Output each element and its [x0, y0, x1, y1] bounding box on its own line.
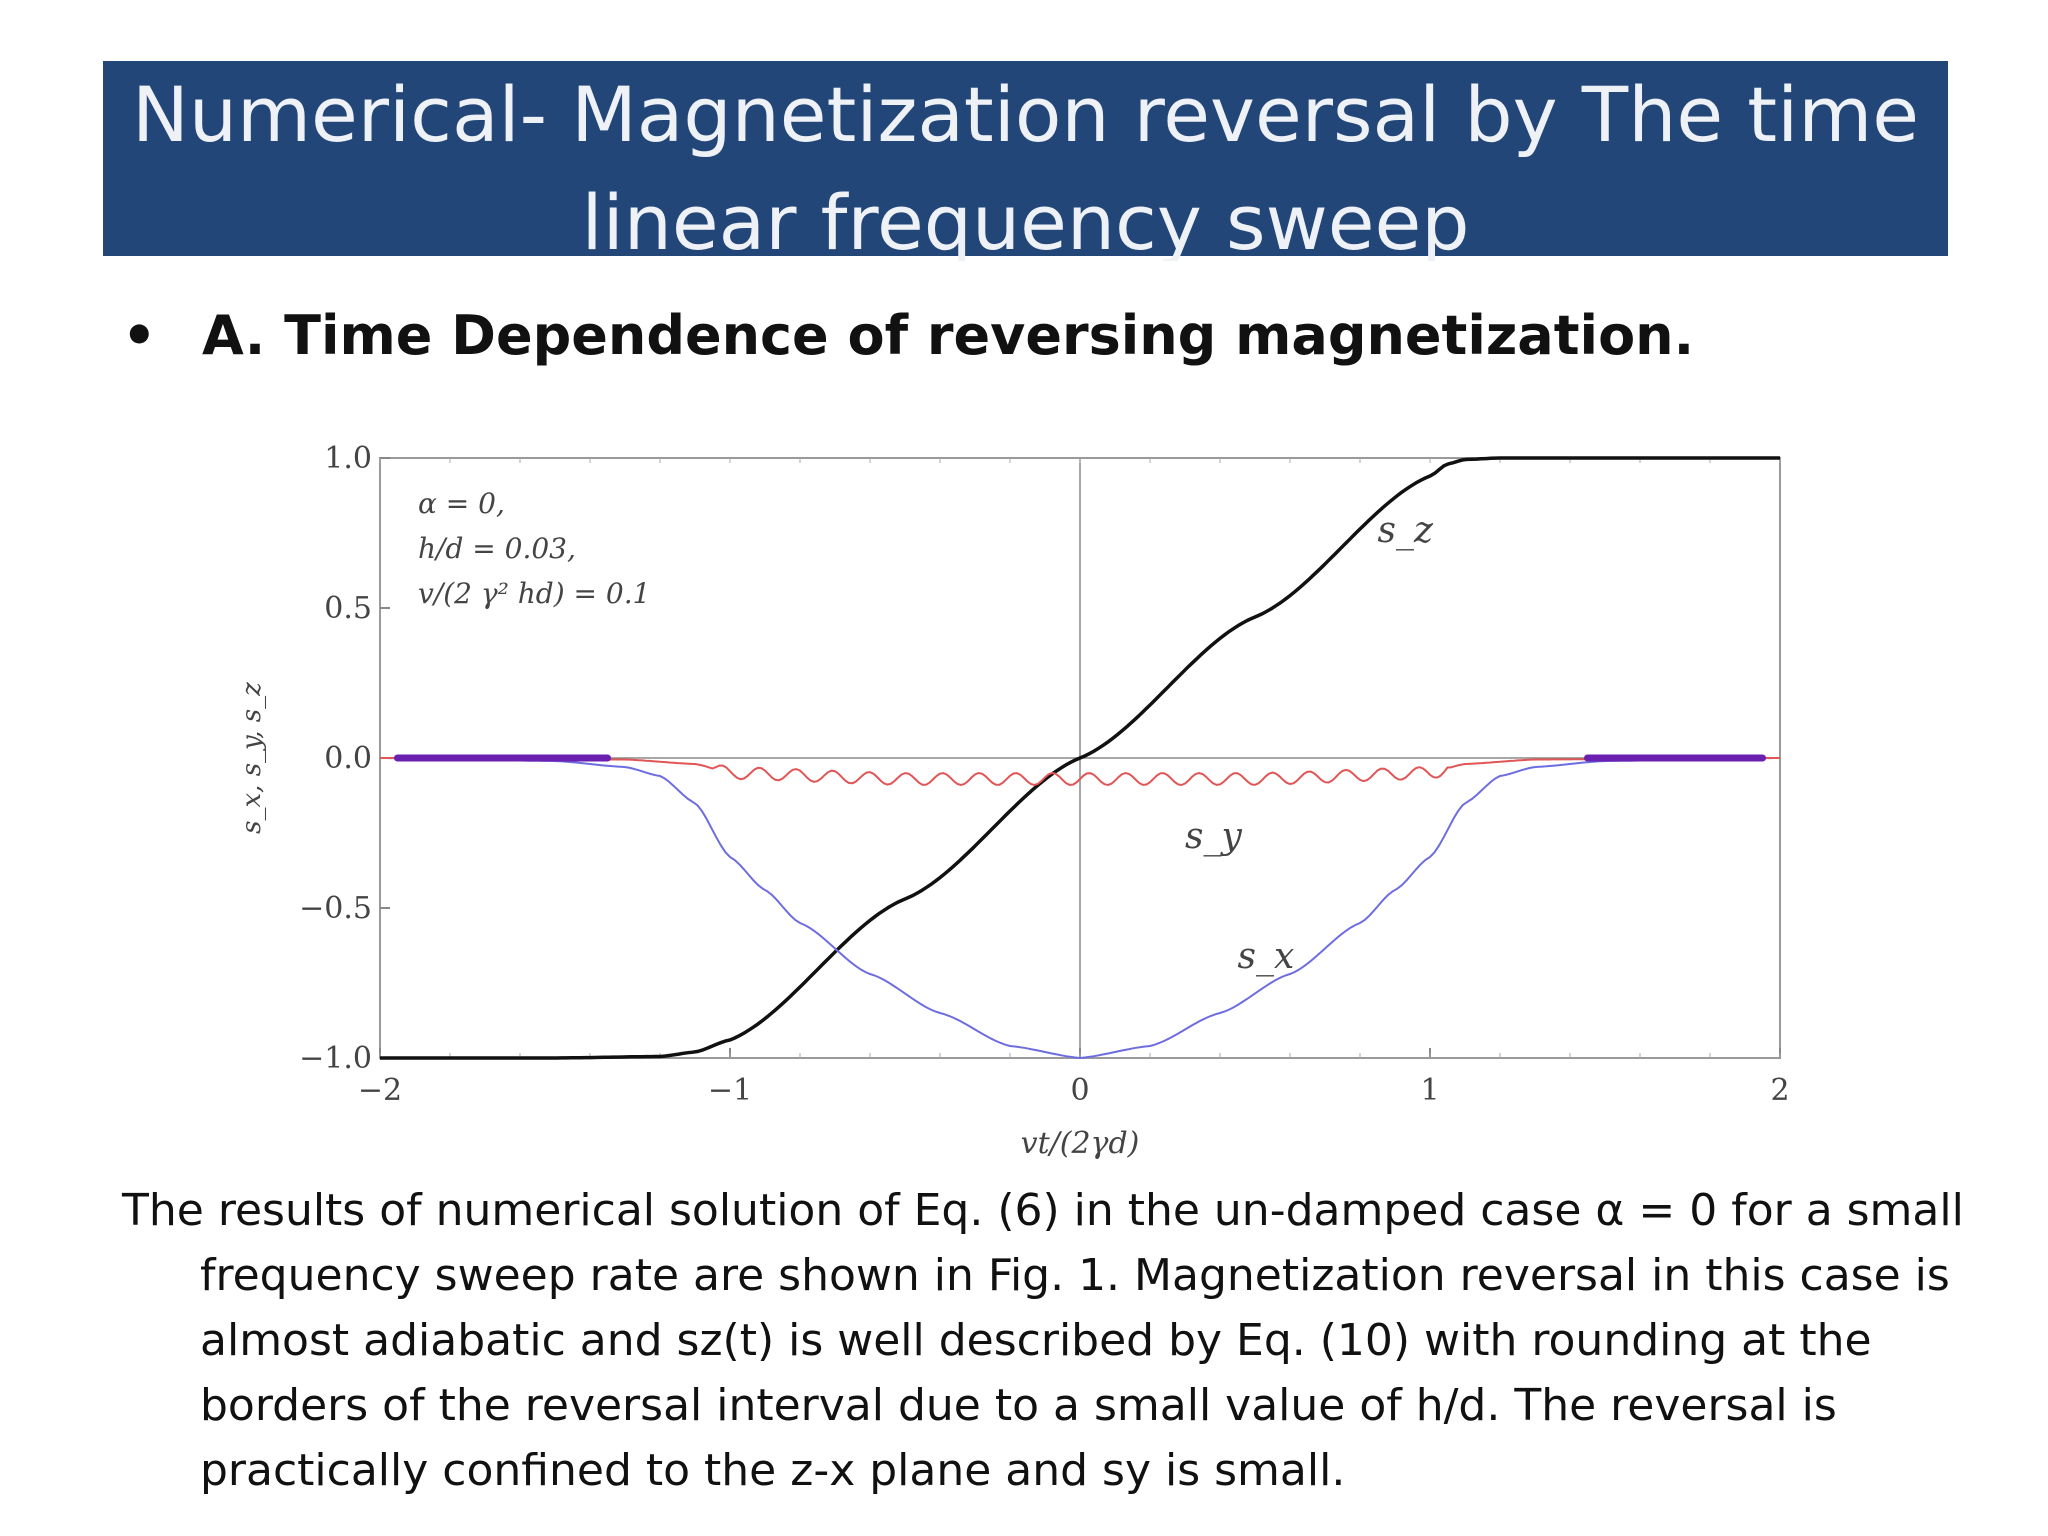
parameter-annotation: α = 0, — [418, 487, 505, 520]
y-tick-label: −1.0 — [299, 1041, 372, 1076]
y-tick-label: 0.5 — [324, 591, 372, 626]
s-x-curve — [380, 757, 1780, 1060]
series-label-sy: s_y — [1185, 816, 1242, 857]
bullet-text: A. Time Dependence of reversing magnetiz… — [202, 303, 1695, 367]
x-axis-label: vt/(2γd) — [1021, 1126, 1140, 1160]
y-axis-label: s_x, s_y, s_z — [237, 682, 267, 834]
x-tick-label: 0 — [1070, 1073, 1089, 1108]
bullet-dot: • — [122, 303, 157, 367]
s-z-curve — [380, 456, 1780, 1060]
x-tick-label: −1 — [708, 1073, 752, 1108]
parameter-annotation: h/d = 0.03, — [418, 532, 576, 565]
parameter-annotation: v/(2 γ² hd) = 0.1 — [418, 577, 650, 610]
slide-title: Numerical- Magnetization reversal by The… — [131, 70, 1919, 261]
x-tick-label: −2 — [358, 1073, 402, 1108]
x-tick-label: 1 — [1420, 1073, 1439, 1108]
bullet-row: • A. Time Dependence of reversing magnet… — [122, 290, 1922, 380]
y-tick-label: 0.0 — [324, 741, 372, 776]
title-bar — [103, 61, 1948, 256]
magnetization-chart: −2 −1 0 1 2 1.0 0.5 0.0 −0.5 −1.0 vt/(2γd) s_x, s_y… — [237, 441, 1790, 1160]
x-tick-label: 2 — [1770, 1073, 1789, 1108]
y-tick-label: −0.5 — [299, 891, 372, 926]
series-label-sz: s_z — [1378, 510, 1434, 551]
s-y-curve — [380, 757, 1780, 787]
series-label-sx: s_x — [1238, 936, 1295, 977]
y-tick-label: 1.0 — [324, 441, 372, 476]
figure-caption: The results of numerical solution of Eq.… — [122, 1185, 1964, 1496]
